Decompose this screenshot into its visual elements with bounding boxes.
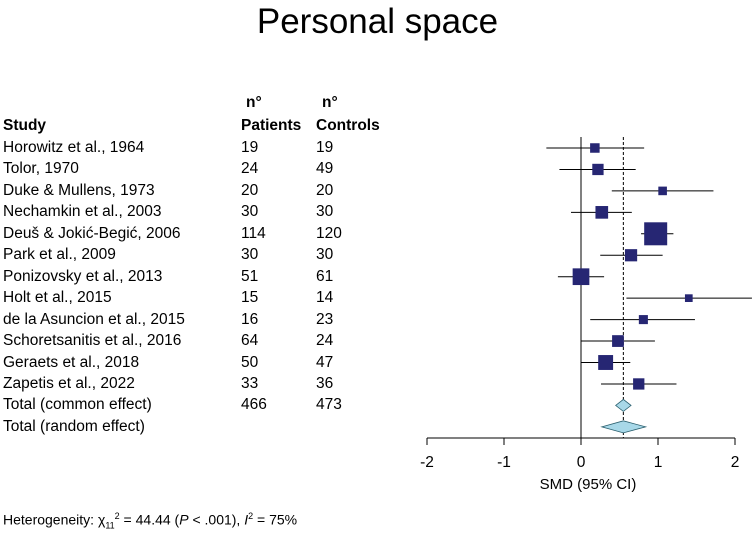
plot-title: Personal space <box>256 2 499 41</box>
study-name: Schoretsanitis et al., 2016 <box>3 332 182 350</box>
effect-box <box>624 249 638 262</box>
effect-box <box>590 143 600 153</box>
patients-count: 50 <box>241 353 259 371</box>
controls-count: 14 <box>316 289 334 307</box>
heterogeneity-stat: Heterogeneity: χ112 = 44.44 (P < .001), … <box>3 511 298 531</box>
patients-header-n: n° <box>246 94 262 111</box>
x-tick-label: 0 <box>577 454 586 471</box>
effect-box <box>638 315 648 325</box>
pooled-diamond <box>614 398 632 412</box>
study-name: Zapetis et al., 2022 <box>3 374 135 392</box>
controls-count: 20 <box>316 181 334 199</box>
patients-count: 16 <box>241 310 259 328</box>
study-name: de la Asuncion et al., 2015 <box>3 310 185 328</box>
effect-box <box>598 355 614 370</box>
patients-count: 20 <box>241 181 259 199</box>
controls-count: 23 <box>316 310 334 328</box>
x-tick-label: 2 <box>731 454 740 471</box>
patients-header: Patients <box>241 117 302 134</box>
study-name: Total (common effect) <box>3 396 152 414</box>
controls-count: 120 <box>316 224 342 242</box>
controls-count: 473 <box>316 396 342 414</box>
controls-count: 30 <box>316 246 334 264</box>
study-name: Deuš & Jokić-Begić, 2006 <box>3 224 181 242</box>
patients-count: 64 <box>241 332 259 350</box>
controls-header-n: n° <box>322 94 338 111</box>
effect-box <box>592 163 604 176</box>
patients-count: 114 <box>241 224 266 242</box>
patients-count: 33 <box>241 374 259 392</box>
controls-count: 19 <box>316 139 334 156</box>
controls-count: 61 <box>316 267 334 285</box>
patients-count: 15 <box>241 289 259 307</box>
patients-count: 24 <box>241 160 259 178</box>
controls-count: 47 <box>316 353 334 371</box>
effect-box <box>572 268 590 286</box>
study-name: Holt et al., 2015 <box>3 289 112 307</box>
study-name: Park et al., 2009 <box>3 246 116 264</box>
patients-count: 30 <box>241 246 259 264</box>
effect-box <box>633 378 645 390</box>
x-tick-label: -2 <box>420 454 434 471</box>
effect-box <box>612 335 624 347</box>
study-name: Tolor, 1970 <box>3 160 79 178</box>
patients-count: 466 <box>241 396 267 414</box>
controls-count: 24 <box>316 332 334 350</box>
controls-header: Controls <box>316 117 380 134</box>
pooled-diamond <box>600 420 648 434</box>
effect-box <box>658 186 667 196</box>
study-header: Study <box>3 117 47 134</box>
study-name: Geraets et al., 2018 <box>3 353 140 371</box>
patients-count: 19 <box>241 139 259 156</box>
controls-count: 36 <box>316 374 334 392</box>
study-name: Nechamkin et al., 2003 <box>3 203 162 221</box>
study-name: Total (random effect) <box>3 417 145 435</box>
controls-count: 49 <box>316 160 334 178</box>
study-name: Ponizovsky et al., 2013 <box>3 267 163 285</box>
study-name: Duke & Mullens, 1973 <box>3 181 155 199</box>
effect-box <box>595 206 609 219</box>
x-tick-label: 1 <box>654 454 663 471</box>
study-name: Horowitz et al., 1964 <box>3 139 145 156</box>
controls-count: 30 <box>316 203 334 221</box>
patients-count: 30 <box>241 203 259 221</box>
effect-box <box>684 294 693 302</box>
x-tick-label: -1 <box>497 454 511 471</box>
effect-box <box>644 222 668 246</box>
patients-count: 51 <box>241 267 259 285</box>
x-axis-label: SMD (95% CI) <box>540 476 637 493</box>
